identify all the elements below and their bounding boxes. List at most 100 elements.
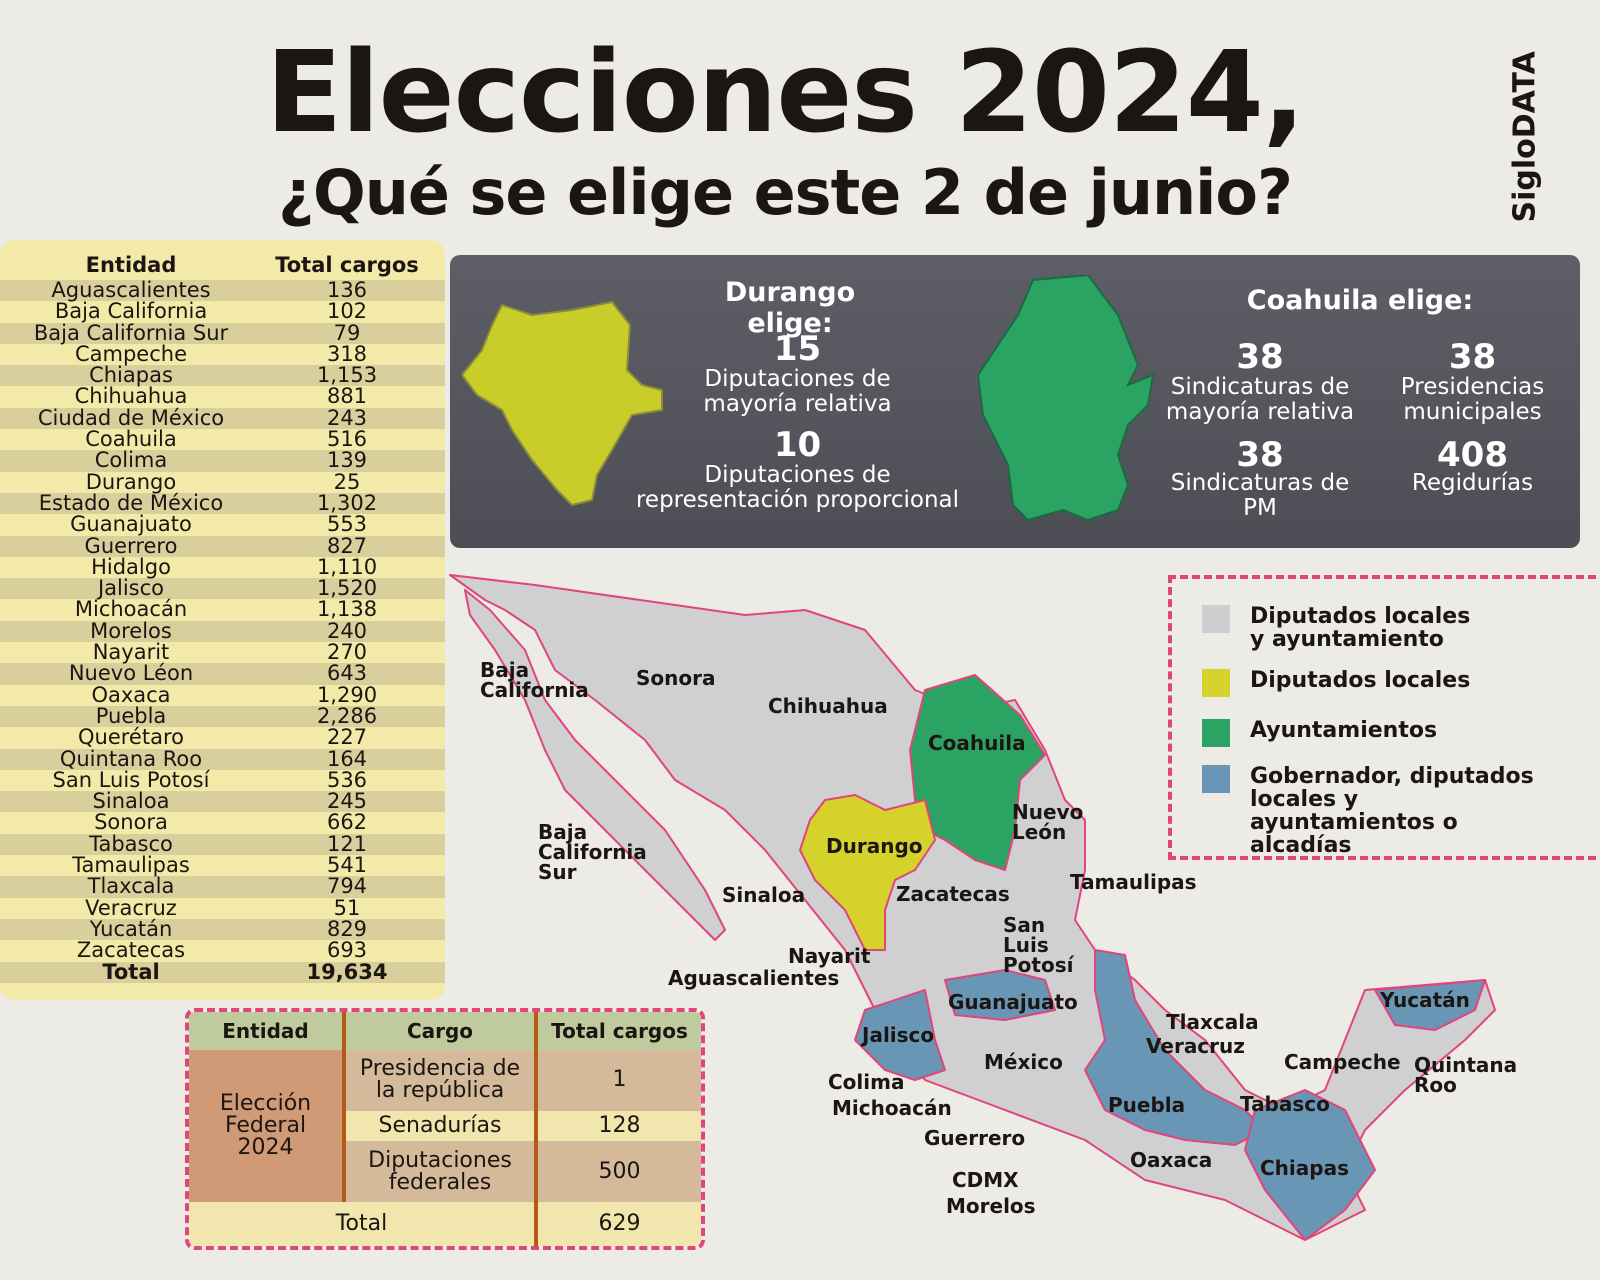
chiapas-region [1244, 1089, 1376, 1241]
entity-total: 643 [326, 661, 368, 686]
legend-label: Gobernador, diputados locales y ayuntami… [1250, 764, 1534, 858]
entity-total: 318 [326, 341, 368, 366]
map-label: Tamaulipas [1070, 870, 1197, 894]
table-row: Tlaxcala 794 [0, 874, 445, 899]
entity-total: 1,520 [316, 576, 378, 601]
entity-total: 270 [326, 640, 368, 665]
cargo-cell: Presidencia de la república [344, 1050, 538, 1111]
entity-name: Tamaulipas [72, 853, 190, 878]
entity-total: 121 [326, 831, 368, 856]
entity-total: 829 [326, 916, 368, 941]
entity-total: 1,290 [316, 682, 378, 707]
legend-item: Diputados locales y ayuntamiento [1202, 605, 1480, 651]
map-label: Nayarit [788, 944, 871, 968]
map-label: Campeche [1284, 1050, 1401, 1074]
table-row: Zacatecas 693 [0, 938, 445, 963]
table-row: Estado de México 1,302 [0, 490, 445, 515]
legend-item: Gobernador, diputados locales y ayuntami… [1202, 765, 1550, 857]
entity-name: Baja California [54, 299, 208, 324]
entity-cell: Elección Federal 2024 [189, 1050, 346, 1202]
table-row: Yucatán 829 [0, 916, 445, 941]
header-cargo: Cargo [344, 1012, 538, 1050]
coahuila-num-2: 38 [1448, 337, 1497, 377]
durango-num-2: 10 [773, 425, 822, 465]
entity-total: 794 [326, 874, 368, 899]
header-entidad: Entidad [85, 253, 177, 277]
map-label: Sinaloa [722, 883, 806, 907]
header-entidad: Entidad [189, 1012, 346, 1050]
table-row: Veracruz 51 [0, 895, 445, 920]
map-region-gray [449, 574, 1496, 1241]
coahuila-label-1: Sindicaturas de mayoría relativa [1165, 374, 1355, 425]
yucatan-region [1374, 979, 1486, 1031]
table-row: Durango 25 [0, 469, 445, 494]
entity-total: 240 [326, 618, 368, 643]
guanajuato-region [944, 969, 1056, 1021]
table-row: Jalisco 1,520 [0, 576, 445, 601]
coahuila-num-4: 408 [1437, 435, 1508, 475]
map-label: Baja California [480, 658, 589, 702]
entity-total: 693 [326, 938, 368, 963]
entity-name: Tabasco [89, 831, 173, 856]
entity-name: Guanajuato [70, 512, 192, 537]
cargo-cell: Diputaciones federales [344, 1141, 538, 1202]
entity-name: Oaxaca [91, 682, 171, 707]
map-label: Morelos [946, 1194, 1036, 1218]
federal-table: Entidad Cargo Total cargos Elección Federa… [185, 1008, 705, 1250]
entity-name: San Luis Potosí [52, 767, 210, 792]
map-label: Guanajuato [948, 990, 1078, 1014]
value-cell: 500 [536, 1141, 701, 1202]
table-row: Nayarit 270 [0, 640, 445, 665]
legend-swatch [1202, 669, 1230, 697]
table-row: Guerrero 827 [0, 535, 445, 557]
entity-name: Nuevo Léon [68, 661, 194, 686]
legend-swatch [1202, 719, 1230, 747]
entity-name: Zacatecas [76, 938, 186, 963]
entity-name: Hidalgo [91, 554, 171, 579]
table-row: Oaxaca 1,290 [0, 682, 445, 707]
total-label: Total [189, 1202, 538, 1246]
subtitle: ¿Qué se elige este 2 de junio? [278, 156, 1293, 229]
total-label: Total [102, 959, 160, 984]
total-value: 19,634 [306, 959, 388, 984]
map-label: Aguascalientes [668, 966, 840, 990]
entity-name: Tlaxcala [87, 874, 175, 899]
entity-name: Jalisco [97, 576, 165, 601]
map-label: Jalisco [862, 1023, 935, 1047]
entity-name: Coahuila [85, 427, 177, 452]
table-row: Chiapas 1,153 [0, 364, 445, 387]
entity-total: 1,302 [316, 490, 378, 515]
entity-name: Quintana Roo [59, 746, 203, 771]
entity-name: Chihuahua [74, 384, 188, 409]
entity-total: 139 [326, 448, 368, 473]
entity-name: Durango [85, 469, 177, 494]
entity-name: Estado de México [38, 490, 224, 515]
table-row: Ciudad de México 243 [0, 407, 445, 430]
entity-total: 662 [326, 810, 368, 835]
table-row: Aguascalientes 136 [0, 278, 445, 302]
map-label: Colima [828, 1070, 905, 1094]
table-row: Baja California 102 [0, 299, 445, 324]
durango-title: Durango elige: [724, 277, 856, 339]
map-label: Puebla [1108, 1093, 1186, 1117]
veracruz-puebla-region [1084, 949, 1266, 1146]
table-row: Quintana Roo 164 [0, 746, 445, 771]
legend-swatch [1202, 605, 1230, 633]
entity-name: Yucatán [89, 916, 173, 941]
entity-total: 102 [326, 299, 368, 324]
map-label: Chihuahua [768, 694, 888, 718]
header-total: Total cargos [551, 1019, 688, 1043]
table-row: Colima 139 [0, 448, 445, 473]
coahuila-num-3: 38 [1236, 435, 1284, 475]
entity-name: Querétaro [78, 725, 184, 750]
table-row: San Luis Potosí 536 [0, 767, 445, 792]
entity-name: Veracruz [85, 895, 177, 920]
entity-total: 51 [333, 895, 361, 920]
value-cell: 1 [536, 1050, 701, 1111]
value-cell: 128 [536, 1110, 701, 1142]
cargo-cell: Senadurías [344, 1110, 538, 1142]
state-panel: Durango elige: 15 Diputaciones de mayorí… [450, 255, 1580, 548]
entity-total: 25 [333, 469, 361, 494]
entity-name: Sonora [94, 810, 168, 835]
entity-total: 136 [326, 278, 368, 302]
